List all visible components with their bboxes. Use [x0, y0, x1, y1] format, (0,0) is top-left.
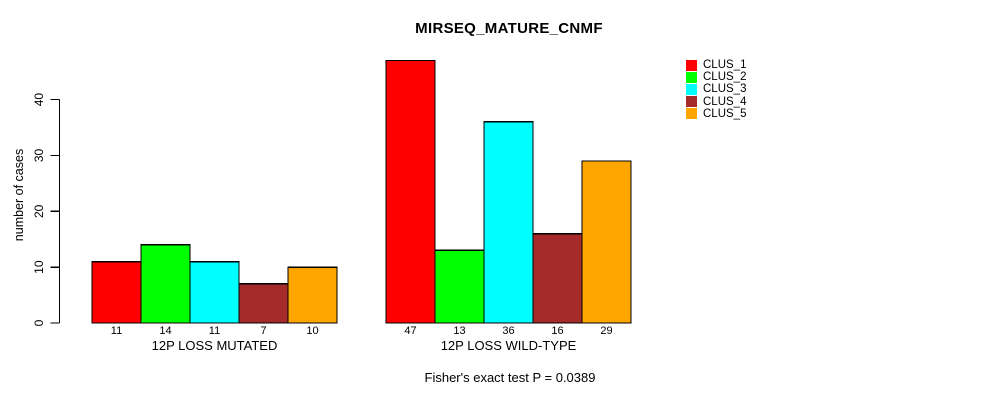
fisher-test-annotation: Fisher's exact test P = 0.0389: [424, 370, 596, 385]
group-label: 12P LOSS WILD-TYPE: [441, 338, 577, 353]
bar-clus_4: [238, 283, 289, 324]
y-axis-title: number of cases: [12, 149, 26, 241]
bar-value-label: 10: [306, 325, 318, 337]
bar-value-label: 7: [260, 325, 266, 337]
legend-swatch: [686, 108, 697, 120]
legend-label: CLUS_2: [703, 71, 747, 84]
y-tick-label: 30: [32, 148, 46, 162]
legend-item: CLUS_5: [686, 108, 746, 120]
bar-value-label: 16: [551, 325, 563, 337]
y-tick-label: 0: [32, 319, 46, 326]
bar-clus_5: [581, 160, 632, 324]
bar-value-label: 14: [159, 325, 171, 337]
legend-swatch: [686, 59, 697, 71]
bar-clus_3: [189, 260, 240, 324]
bar-clus_5: [287, 266, 338, 324]
legend-item: CLUS_3: [686, 83, 746, 95]
legend-item: CLUS_2: [686, 71, 746, 83]
bar-value-label: 47: [404, 325, 416, 337]
bar-value-label: 29: [600, 325, 612, 337]
legend-label: CLUS_5: [703, 107, 747, 120]
bar-value-label: 11: [111, 325, 122, 337]
legend-swatch: [686, 71, 697, 83]
legend-item: CLUS_4: [686, 96, 746, 108]
bar-value-label: 11: [209, 325, 220, 337]
bar-clus_3: [483, 121, 534, 324]
legend-label: CLUS_1: [703, 59, 747, 72]
legend-item: CLUS_1: [686, 59, 746, 71]
group-label: 12P LOSS MUTATED: [152, 338, 278, 353]
bar-value-label: 36: [502, 325, 514, 337]
y-tick-label: 10: [32, 260, 46, 274]
legend-swatch: [686, 83, 697, 95]
chart-title: MIRSEQ_MATURE_CNMF: [415, 20, 603, 37]
bar-clus_2: [434, 249, 485, 324]
bar-clus_2: [140, 244, 191, 324]
legend-swatch: [686, 96, 697, 108]
legend-label: CLUS_3: [703, 83, 747, 96]
legend: CLUS_1 CLUS_2 CLUS_3 CLUS_4 CLUS_5: [686, 59, 746, 120]
bar-value-label: 13: [453, 325, 465, 337]
bar-clus_4: [532, 232, 583, 324]
bar-clus_1: [385, 59, 436, 324]
legend-label: CLUS_4: [703, 95, 747, 108]
y-tick-label: 20: [32, 204, 46, 218]
y-tick-label: 40: [32, 93, 46, 107]
bar-clus_1: [91, 260, 142, 324]
